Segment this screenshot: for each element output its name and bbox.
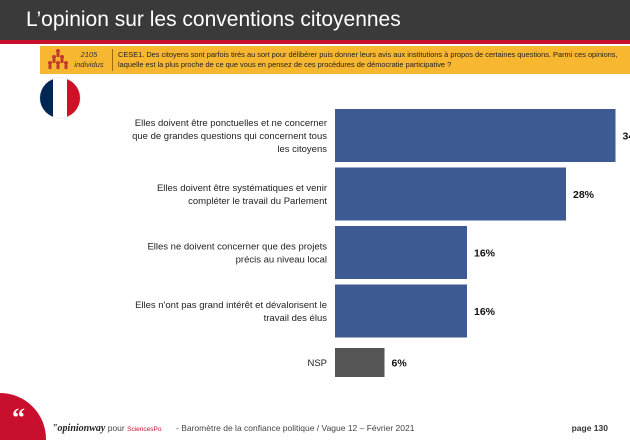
page-title: L’opinion sur les conventions citoyennes	[26, 8, 401, 31]
flag-stripe-red	[66, 78, 80, 118]
header-bar: L’opinion sur les conventions citoyennes	[0, 0, 630, 44]
bar-value-label: 28%	[573, 189, 595, 201]
bar-value-label: 34%	[623, 131, 630, 143]
opinionway-brand: "opinionway	[52, 423, 106, 434]
france-flag-icon	[40, 78, 80, 118]
bar	[335, 226, 467, 279]
bar	[335, 348, 385, 377]
category-label: les citoyens	[277, 144, 327, 155]
question-divider	[112, 49, 113, 71]
sample-size: 2105 individus	[70, 50, 108, 70]
bar	[335, 167, 566, 221]
category-label: NSP	[307, 358, 327, 369]
flag-stripe-blue	[40, 78, 54, 118]
footer-brand: "opinionway pour SciencesPo	[52, 423, 161, 434]
category-label: Elles ne doivent concerner que des proje…	[147, 242, 327, 253]
sample-count-unit: individus	[74, 60, 104, 69]
footer-pour: pour	[107, 423, 125, 433]
people-group-icon	[48, 49, 68, 69]
sciencespo-logo: SciencesPo	[127, 426, 162, 433]
question-text: CESE1. Des citoyens sont parfois tirés a…	[118, 50, 618, 69]
page-number: page 130	[571, 423, 608, 433]
category-label: compléter le travail du Parlement	[188, 196, 327, 207]
category-label: Elles doivent être ponctuelles et ne con…	[135, 118, 327, 129]
question-banner: 2105 individus CESE1. Des citoyens sont …	[40, 46, 630, 74]
bar	[335, 284, 467, 338]
bar-value-label: 16%	[474, 248, 496, 260]
category-label: Elles n'ont pas grand intérêt et dévalor…	[135, 300, 327, 311]
category-label: Elles doivent être systématiques et veni…	[157, 183, 327, 194]
bar-value-label: 16%	[474, 306, 496, 318]
category-label: travail des élus	[264, 313, 328, 324]
category-label: que de grandes questions qui concernent …	[132, 131, 327, 142]
footer-source: - Baromètre de la confiance politique / …	[176, 423, 415, 433]
flag-stripe-white	[53, 78, 67, 118]
sample-count-value: 2105	[80, 50, 98, 59]
bar-value-label: 6%	[392, 358, 408, 370]
category-label: précis au niveau local	[236, 255, 327, 266]
bar	[335, 109, 616, 162]
